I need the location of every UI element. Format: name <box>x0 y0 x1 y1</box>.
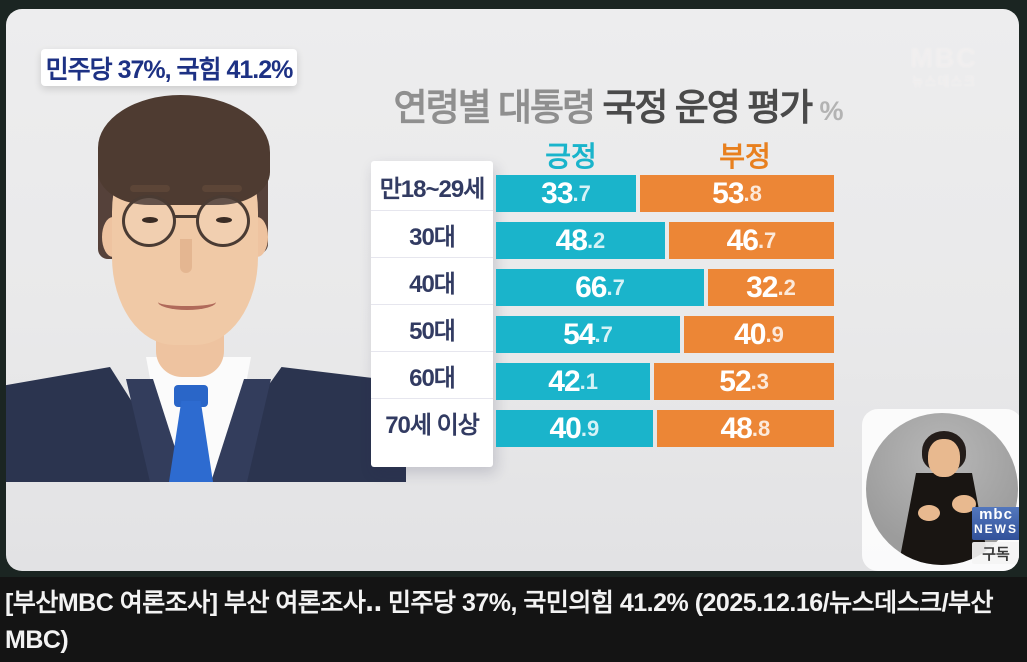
chart-title-unit: % <box>819 96 844 126</box>
eye-right <box>216 217 232 223</box>
mbc-news-logo: mbc NEWS <box>972 507 1019 540</box>
value-int: 33 <box>541 176 573 210</box>
video-frame: 민주당 37%, 국힘 41.2% MBC 뉴스데스크 연령별 대통령 국정 운… <box>0 0 1027 577</box>
eye-left <box>142 217 158 223</box>
value-dec: .2 <box>586 227 606 253</box>
interpreter-hand-left <box>918 505 940 521</box>
chart-title: 연령별 대통령 국정 운영 평가 % <box>346 77 891 131</box>
value-dec: .7 <box>594 321 613 347</box>
mbc-watermark-logo: MBC <box>910 43 978 73</box>
subscribe-button[interactable]: 구독 <box>972 542 1019 564</box>
hair <box>98 95 270 205</box>
age-label: 만18~29세 <box>379 176 486 203</box>
bar-positive: 40.9 <box>496 410 653 447</box>
newsdesk-watermark-text: 뉴스데스크 <box>911 74 977 89</box>
age-label: 70세 이상 <box>371 398 493 445</box>
legend-positive: 긍정 <box>545 141 597 172</box>
value-int: 66 <box>575 270 607 304</box>
value-int: 53 <box>712 176 744 210</box>
value-int: 48 <box>720 411 752 445</box>
mouth <box>158 294 216 310</box>
interpreter-hand-right <box>952 495 976 513</box>
mbc-newsdesk-watermark: MBC 뉴스데스크 <box>884 45 1004 90</box>
bar-row: 54.7 40.9 <box>496 316 834 353</box>
age-label: 30대 <box>371 210 493 257</box>
bar-negative: 53.8 <box>640 175 834 212</box>
bar-positive: 33.7 <box>496 175 637 212</box>
value-int: 46 <box>726 223 759 257</box>
mbc-logo-text: mbc <box>979 506 1013 523</box>
video-caption: [부산MBC 여론조사] 부산 여론조사‥ 민주당 37%, 국민의힘 41.2… <box>0 577 1027 662</box>
bar-positive: 54.7 <box>496 316 680 353</box>
value-int: 40 <box>549 411 581 445</box>
value-int: 40 <box>734 317 766 351</box>
eyebrow-left <box>130 185 170 192</box>
poll-summary-badge: 민주당 37%, 국힘 41.2% <box>41 49 297 86</box>
bar-negative: 52.3 <box>654 363 834 400</box>
value-int: 54 <box>563 317 595 351</box>
legend-negative: 부정 <box>719 141 771 172</box>
bar-row: 66.7 32.2 <box>496 269 834 306</box>
bar-negative: 48.8 <box>656 410 834 447</box>
value-dec: .8 <box>743 180 762 206</box>
value-dec: .7 <box>606 274 625 300</box>
bar-row: 33.7 53.8 <box>496 175 834 212</box>
age-label: 50대 <box>371 304 493 351</box>
value-int: 32 <box>746 270 778 304</box>
value-dec: .1 <box>579 368 599 394</box>
age-label: 40대 <box>371 257 493 304</box>
politician-photo <box>6 89 406 482</box>
eyebrow-right <box>202 185 242 192</box>
nose <box>180 239 192 273</box>
bar-row: 40.9 48.8 <box>496 410 834 447</box>
value-dec: .9 <box>580 415 600 441</box>
value-dec: .3 <box>750 368 770 394</box>
bar-row: 48.2 46.7 <box>496 222 834 259</box>
chart-title-light: 연령별 대통령 <box>393 87 603 128</box>
glasses-bridge <box>174 215 198 218</box>
value-int: 52 <box>719 364 751 398</box>
bar-positive: 66.7 <box>496 269 704 306</box>
bar-positive: 48.2 <box>496 222 665 259</box>
value-dec: .2 <box>777 274 796 300</box>
value-int: 48 <box>555 223 588 257</box>
bar-negative: 46.7 <box>668 222 834 259</box>
interpreter-face <box>928 439 960 477</box>
bar-negative: 32.2 <box>707 269 834 306</box>
value-dec: .9 <box>765 321 784 347</box>
bar-positive: 42.1 <box>496 363 651 400</box>
age-label: 60대 <box>371 351 493 398</box>
bar-negative: 40.9 <box>683 316 834 353</box>
value-dec: .8 <box>751 415 771 441</box>
bar-row: 42.1 52.3 <box>496 363 834 400</box>
value-dec: .7 <box>572 180 591 206</box>
age-label-panel: 만18~29세 30대 40대 50대 60대 70세 이상 <box>371 161 493 467</box>
news-graphic-card: 민주당 37%, 국힘 41.2% MBC 뉴스데스크 연령별 대통령 국정 운… <box>6 9 1019 571</box>
bar-chart: 33.7 53.8 48.2 46.7 66.7 32.2 54.7 40.9 … <box>496 175 834 457</box>
chart-title-dark: 국정 운영 평가 <box>602 87 813 128</box>
value-int: 42 <box>548 364 580 398</box>
value-dec: .7 <box>757 227 777 253</box>
glasses-left-lens <box>122 195 176 247</box>
news-logo-text: NEWS <box>974 522 1018 536</box>
